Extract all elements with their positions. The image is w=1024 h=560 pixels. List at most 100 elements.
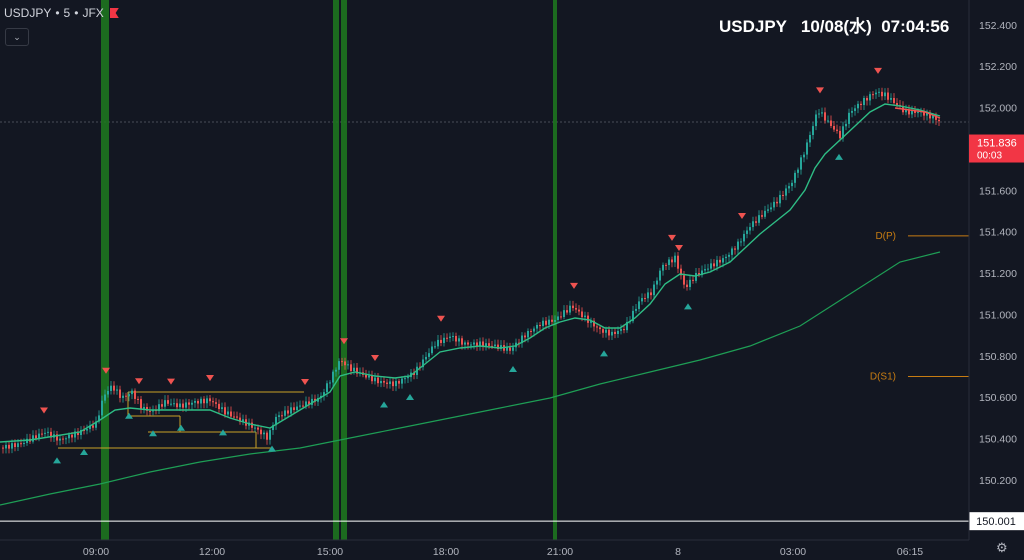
session-highlight-bar (333, 0, 339, 540)
time-tick-label: 15:00 (317, 546, 343, 558)
candle-body (224, 407, 226, 415)
chevron-down-icon[interactable]: ⌄ (5, 28, 29, 46)
candle-body (356, 367, 358, 374)
time-tick-label: 03:00 (780, 546, 806, 558)
candle-body (560, 316, 562, 318)
candle-body (644, 298, 646, 300)
buy-signal-marker (406, 394, 414, 400)
candle-body (659, 270, 661, 281)
candle-body (383, 381, 385, 383)
candle-body (578, 309, 580, 312)
candle-body (896, 103, 898, 106)
horizontal-line[interactable]: 150.001 (0, 512, 1024, 531)
candle-body (551, 319, 553, 322)
last-price-bg (969, 134, 1024, 163)
candle-body (623, 329, 625, 331)
candle-body (296, 406, 298, 411)
candle-body (668, 259, 670, 266)
candle-body (704, 269, 706, 271)
candle-body (209, 398, 211, 402)
candle-body (56, 434, 58, 441)
candle-body (722, 258, 724, 263)
candle-body (413, 372, 415, 375)
candle-body (260, 429, 262, 435)
candle-body (113, 385, 115, 391)
candle-body (128, 394, 130, 397)
candle-body (200, 398, 202, 404)
candle-body (923, 111, 925, 116)
buy-signal-marker (125, 412, 133, 419)
candle-body (131, 390, 133, 395)
candle-body (401, 378, 403, 384)
candle-body (212, 401, 214, 403)
candle-body (653, 284, 655, 296)
candle-body (299, 405, 301, 407)
candle-body (779, 194, 781, 204)
buy-signal-marker (268, 445, 276, 452)
sell-signal-marker (135, 378, 143, 385)
candle-body (398, 380, 400, 384)
signal-markers (40, 67, 882, 464)
candle-body (773, 201, 775, 208)
candle-body (482, 341, 484, 347)
candle-body (776, 201, 778, 204)
separator: • (55, 6, 60, 20)
sell-signal-marker (40, 407, 48, 414)
candle-body (791, 182, 793, 187)
candle-body (761, 215, 763, 217)
candle-body (695, 272, 697, 281)
timeframe: 5 (63, 6, 71, 20)
symbol-title[interactable]: USDJPY • 5 • JFX (4, 6, 119, 20)
candle-body (692, 279, 694, 281)
candle-body (380, 381, 382, 384)
price-tick-label: 151.000 (979, 309, 1017, 321)
candle-body (764, 210, 766, 217)
candle-body (710, 263, 712, 269)
candle-body (47, 431, 49, 433)
candle-body (431, 346, 433, 354)
time-axis[interactable]: 09:00 12:00 15:00 18:00 21:00 8 03:00 06:15 (83, 546, 923, 558)
price-axis[interactable]: 152.400152.200152.000151.800151.600151.4… (979, 20, 1017, 487)
candle-body (935, 115, 937, 120)
sell-signal-marker (301, 379, 309, 385)
flag-icon[interactable] (109, 8, 119, 18)
price-tick-label: 151.600 (979, 185, 1017, 197)
candle-body (719, 259, 721, 263)
candle-body (101, 400, 103, 416)
candle-body (608, 329, 610, 336)
candle-body (119, 389, 121, 398)
candle-body (443, 337, 445, 343)
candle-body (335, 369, 337, 372)
range-boxes (58, 391, 304, 449)
time-tick-label: 12:00 (199, 546, 225, 558)
candle-body (266, 432, 268, 440)
candle-body (305, 401, 307, 407)
gear-icon[interactable]: ⚙ (996, 540, 1008, 555)
candle-body (107, 390, 109, 395)
sell-signal-marker (816, 87, 824, 94)
sell-signal-marker (437, 315, 445, 322)
price-tick-label: 151.400 (979, 227, 1017, 239)
candle-body (386, 382, 388, 384)
candle-body (785, 188, 787, 196)
price-tick-label: 150.600 (979, 392, 1017, 404)
candle-body (239, 417, 241, 422)
candle-body (365, 374, 367, 378)
candle-body (311, 398, 313, 405)
candle-body (14, 443, 16, 448)
candle-body (173, 403, 175, 405)
candle-body (449, 336, 451, 339)
candle-body (470, 344, 472, 346)
candle-body (494, 344, 496, 347)
sell-signal-marker (167, 378, 175, 385)
candle-body (527, 330, 529, 338)
candle-body (866, 97, 868, 101)
candle-body (134, 390, 136, 399)
candle-body (572, 305, 574, 309)
candle-body (803, 154, 805, 158)
candle-body (641, 298, 643, 302)
candle-body (938, 119, 940, 122)
candle-body (626, 321, 628, 331)
candle-body (740, 241, 742, 243)
